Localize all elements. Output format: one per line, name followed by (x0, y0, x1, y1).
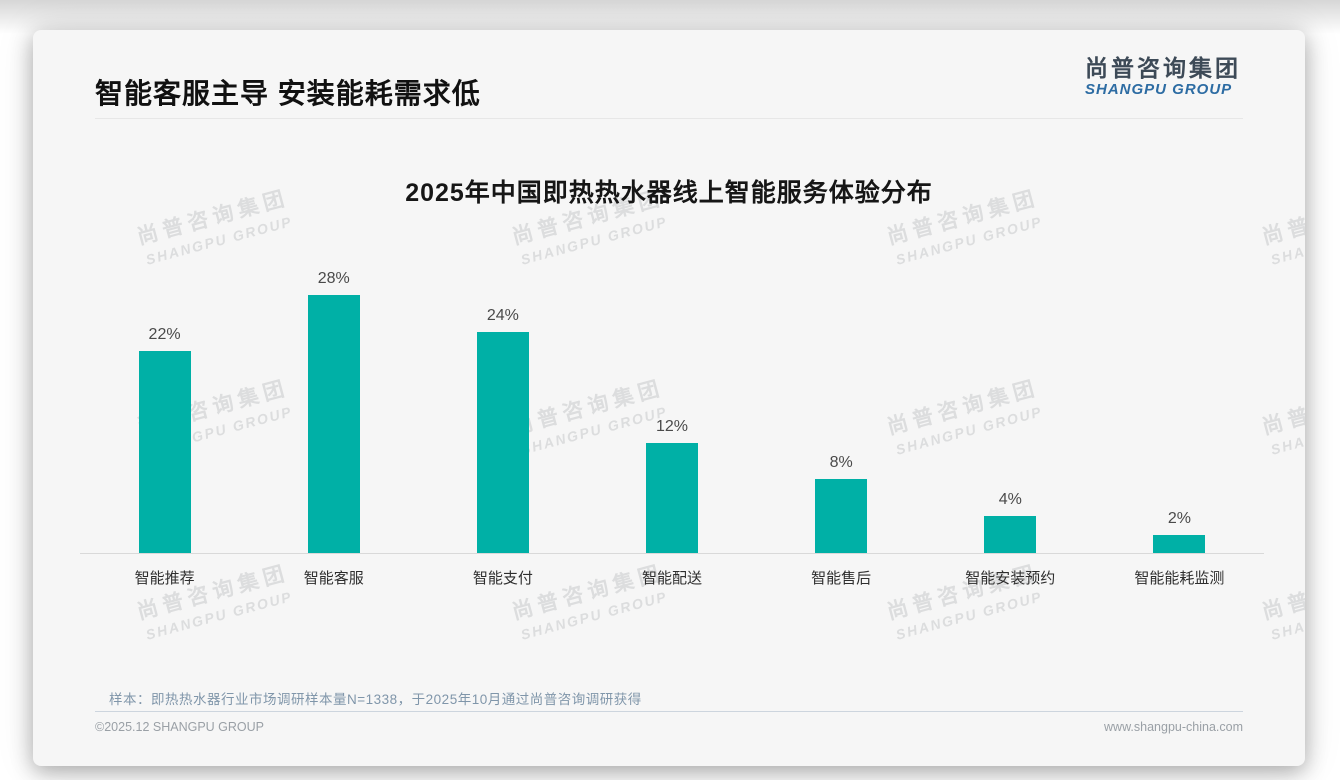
bar-column: 22% (80, 213, 249, 553)
category-label: 智能安装预约 (965, 570, 1056, 587)
bar-value-label: 4% (998, 491, 1022, 509)
chart-title: 2025年中国即热热水器线上智能服务体验分布 (405, 179, 933, 207)
watermark-line1: 尚普咨询集团 (1259, 561, 1305, 625)
footer-divider (95, 711, 1243, 712)
bar (307, 295, 360, 553)
company-logo: 尚普咨询集团 SHANGPU GROUP (1085, 55, 1241, 99)
bar (815, 479, 868, 553)
watermark-line2: SHANGPU GROUP (894, 588, 1045, 643)
page-title: 智能客服主导 安装能耗需求低 (95, 78, 481, 109)
category-label: 智能配送 (641, 570, 702, 587)
bar-value-label: 12% (655, 417, 688, 435)
x-axis-category-labels: 智能推荐 智能客服 智能支付 智能配送 智能售后 智能安装预约 智能能耗监测 (80, 567, 1264, 588)
watermark-line2: SHANGPU GROUP (1269, 403, 1305, 458)
watermark-line2: SHANGPU GROUP (144, 588, 295, 643)
bar-column: 2% (1095, 213, 1264, 553)
copyright-text: ©2025.12 SHANGPU GROUP (95, 720, 264, 734)
bar-value-label: 22% (148, 325, 181, 343)
bar (138, 350, 191, 553)
bar (645, 442, 698, 553)
watermark-line2: SHANGPU GROUP (1269, 588, 1305, 643)
bar (1153, 534, 1206, 553)
footer: ©2025.12 SHANGPU GROUP www.shangpu-china… (95, 720, 1243, 734)
bar-column: 8% (757, 213, 926, 553)
bar (984, 516, 1037, 553)
watermark-line1: 尚普咨询集团 (1259, 376, 1305, 440)
website-text: www.shangpu-china.com (1104, 720, 1243, 734)
bar-chart-plot-area: 22% 28% 24% 12% 8% 4% 2% (80, 213, 1264, 553)
x-axis-line (80, 553, 1264, 554)
bar-value-label: 2% (1167, 509, 1191, 527)
category-label: 智能推荐 (134, 570, 195, 587)
slide-card: 尚普咨询集团 SHANGPU GROUP 尚普咨询集团 SHANGPU GROUP 尚普… (33, 30, 1305, 766)
bar-column: 4% (926, 213, 1095, 553)
bar-column: 12% (587, 213, 756, 553)
category-label: 智能能耗监测 (1134, 570, 1225, 587)
bar-value-label: 8% (829, 454, 853, 472)
logo-english-text: SHANGPU GROUP (1085, 81, 1233, 99)
logo-chinese-text: 尚普咨询集团 (1085, 55, 1241, 81)
bar (476, 332, 529, 553)
bar-value-label: 24% (486, 307, 519, 325)
watermark-line2: SHANGPU GROUP (1269, 213, 1305, 268)
watermark-line2: SHANGPU GROUP (519, 588, 670, 643)
header-divider (95, 118, 1243, 119)
bar-column: 24% (418, 213, 587, 553)
bar-value-label: 28% (317, 270, 350, 288)
category-label: 智能售后 (811, 570, 872, 587)
sample-note: 样本：即热热水器行业市场调研样本量N=1338，于2025年10月通过尚普咨询调… (109, 692, 642, 707)
category-label: 智能支付 (472, 570, 533, 587)
bar-column: 28% (249, 213, 418, 553)
category-label: 智能客服 (303, 570, 364, 587)
